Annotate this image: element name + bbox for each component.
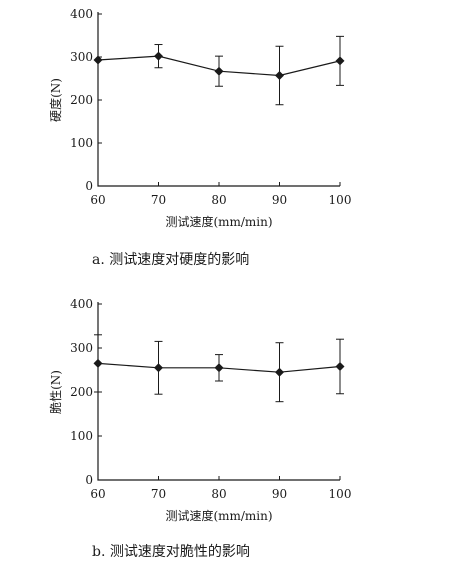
y-tick-label: 200 xyxy=(70,93,93,107)
data-point xyxy=(214,363,224,373)
y-tick-label: 400 xyxy=(70,7,93,21)
x-tick-label: 70 xyxy=(151,487,166,501)
y-tick-label: 0 xyxy=(85,473,93,487)
x-tick-label: 60 xyxy=(90,487,105,501)
y-tick-label: 400 xyxy=(70,297,93,311)
chart-caption: a. 测试速度对硬度的影响 xyxy=(92,252,249,268)
y-tick-label: 100 xyxy=(70,429,93,443)
chart-brittleness: 0 100 200 300 400 60 70 80 90 100 测试速度(mm/min) 脆性(N… xyxy=(48,297,352,560)
y-axis-label: 硬度(N) xyxy=(48,78,63,122)
chart-hardness: 0 100 200 300 400 60 70 80 90 100 测试速度(mm/min) 硬度(N… xyxy=(48,7,352,268)
chart-caption: b. 测试速度对脆性的影响 xyxy=(92,543,250,560)
data-point xyxy=(275,367,284,377)
x-tick-label: 100 xyxy=(329,487,352,501)
x-tick-label: 70 xyxy=(151,193,166,207)
data-point xyxy=(93,55,103,65)
data-point xyxy=(335,361,345,371)
y-tick-label: 300 xyxy=(70,341,93,355)
x-tick-label: 80 xyxy=(211,487,226,501)
y-tick-label: 100 xyxy=(70,136,93,150)
data-point xyxy=(93,358,103,368)
data-point xyxy=(154,363,163,373)
x-axis-label: 测试速度(mm/min) xyxy=(165,214,272,229)
x-tick-label: 90 xyxy=(272,487,287,501)
y-axis-label: 脆性(N) xyxy=(48,370,63,414)
y-tick-label: 300 xyxy=(70,50,93,64)
x-tick-label: 80 xyxy=(211,193,226,207)
data-point xyxy=(335,56,345,66)
x-tick-label: 100 xyxy=(329,193,352,207)
data-point xyxy=(275,70,284,80)
data-point xyxy=(214,66,224,76)
axis-lines xyxy=(97,302,340,481)
x-tick-label: 90 xyxy=(272,193,287,207)
x-tick-label: 60 xyxy=(90,193,105,207)
y-tick-label: 0 xyxy=(85,179,93,193)
axis-lines xyxy=(97,12,340,187)
y-tick-label: 200 xyxy=(70,385,93,399)
x-axis-label: 测试速度(mm/min) xyxy=(165,508,272,523)
data-point xyxy=(154,51,163,61)
